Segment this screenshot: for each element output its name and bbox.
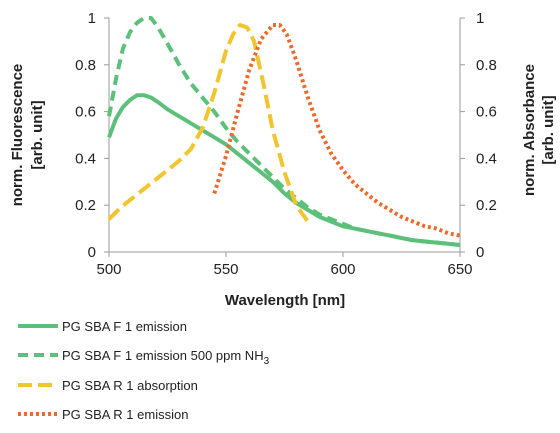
y-tick-label: 0.2 <box>75 197 96 214</box>
y2-tick-label: 1 <box>476 10 484 27</box>
y2-tick-label: 0 <box>476 244 484 261</box>
x-tick-label: 500 <box>96 261 121 278</box>
right-axis-title-line-1: norm. Absorbance <box>521 64 538 196</box>
y-tick-label: 1 <box>88 10 96 27</box>
series-line-4 <box>212 23 461 238</box>
y-tick-label: 0 <box>88 244 96 261</box>
legend-label-text: PG SBA F 1 emission <box>62 319 187 334</box>
left-axis-title: norm. Fluorescence [arb. unit] <box>9 64 46 207</box>
legend-label-1: PG SBA F 1 emission <box>62 319 187 334</box>
left-axis-title-line-2: [arb. unit] <box>29 100 46 169</box>
y-tick-label: 0.4 <box>75 150 96 167</box>
y-tick-label: 0.6 <box>75 104 96 121</box>
y2-tick-label: 0.6 <box>476 104 497 121</box>
legend-label-text: PG SBA R 1 emission <box>62 407 188 422</box>
legend-label-text: PG SBA R 1 absorption <box>62 378 198 393</box>
right-axis-title: norm. Absorbance [arb. unit] <box>521 64 557 196</box>
legend-label-4: PG SBA R 1 emission <box>62 407 188 422</box>
legend-label-subscript: 3 <box>264 356 270 367</box>
y2-tick-label: 0.4 <box>476 150 497 167</box>
left-axis-title-line-1: norm. Fluorescence <box>9 64 26 207</box>
legend-label-3: PG SBA R 1 absorption <box>62 378 198 393</box>
legend: PG SBA F 1 emission PG SBA F 1 emission 5… <box>18 319 270 422</box>
x-tick-label: 550 <box>213 261 238 278</box>
y2-tick-label: 0.2 <box>476 197 497 214</box>
legend-label-2: PG SBA F 1 emission 500 ppm NH3 <box>62 348 270 367</box>
y-tick-label: 0.8 <box>75 57 96 74</box>
x-tick-label: 600 <box>330 261 355 278</box>
x-axis-title: Wavelength [nm] <box>225 292 345 309</box>
series-line-2 <box>107 16 461 247</box>
right-axis-title-line-2: [arb. unit] <box>540 95 557 164</box>
series-line-3 <box>107 23 310 223</box>
legend-label-text: PG SBA F 1 emission 500 ppm NH <box>62 348 264 363</box>
y2-tick-label: 0.8 <box>476 57 497 74</box>
series-layer <box>107 16 461 247</box>
x-tick-label: 650 <box>447 261 472 278</box>
